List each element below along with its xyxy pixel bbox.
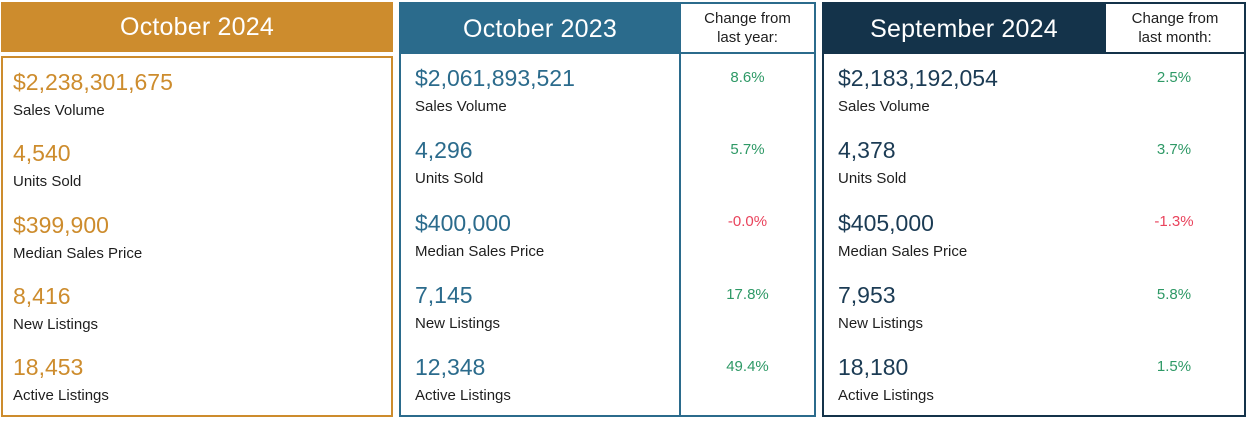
stat-main: 4,378 Units Sold (824, 126, 1104, 198)
panel-body: $2,183,192,054 Sales Volume 2.5% 4,378 U… (824, 54, 1244, 415)
panel-title-text: October 2023 (463, 14, 617, 43)
panel-body: $2,238,301,675 Sales Volume 4,540 Units … (1, 56, 393, 417)
stat-main: $405,000 Median Sales Price (824, 198, 1104, 270)
stat-change-value: 2.5% (1156, 69, 1192, 86)
stat-main: 4,296 Units Sold (401, 126, 679, 198)
panel-title-last-month: September 2024 (824, 4, 1104, 54)
stat-label: Median Sales Price (838, 242, 968, 260)
stat-main: $400,000 Median Sales Price (401, 198, 679, 270)
change-header-line: last year: (717, 29, 778, 46)
stat-main: 18,180 Active Listings (824, 343, 1104, 415)
stat-change-value: 5.7% (679, 126, 814, 199)
panel-current-month: October 2024 $2,238,301,675 Sales Volume… (1, 2, 393, 417)
stat-value: $400,000 (415, 209, 511, 236)
stat-change-value: 8.6% (679, 54, 814, 127)
stat-row: 18,453 Active Listings (3, 344, 391, 415)
panel-header-row: October 2023 Change from last year: (401, 4, 814, 54)
stat-change-value: -0.0% (679, 198, 814, 271)
stat-change-value: 17.8% (679, 270, 814, 343)
change-header-line: last month: (1138, 29, 1212, 46)
panel-title-last-year: October 2023 (401, 4, 679, 54)
stat-label: New Listings (415, 314, 501, 332)
stat-label: Active Listings (13, 387, 109, 405)
stat-row: $405,000 Median Sales Price -1.3% (824, 198, 1244, 270)
stat-row: 4,296 Units Sold 5.7% (401, 126, 814, 199)
stat-main: $2,183,192,054 Sales Volume (824, 54, 1104, 126)
stat-change-value: 3.7% (1156, 141, 1192, 159)
panel-last-year: October 2023 Change from last year: $2,0… (399, 2, 816, 417)
change-column-header: Change from last month: (1104, 4, 1244, 54)
stat-value: 4,378 (838, 137, 896, 164)
stat-row: $2,183,192,054 Sales Volume 2.5% (824, 54, 1244, 126)
stat-value: $2,238,301,675 (13, 68, 173, 95)
stat-value: 7,145 (415, 281, 473, 308)
stat-value: 4,540 (13, 140, 71, 167)
stat-value: 7,953 (838, 281, 896, 308)
stat-row: $399,900 Median Sales Price (3, 201, 391, 272)
panel-body: $2,061,893,521 Sales Volume 8.6% 4,296 U… (401, 54, 814, 416)
stat-label: Units Sold (415, 170, 484, 188)
stat-row: $2,238,301,675 Sales Volume (3, 58, 391, 129)
stat-label: Active Listings (415, 386, 511, 404)
stat-change-value: 5.8% (1156, 285, 1192, 303)
stat-main: 4,540 Units Sold (3, 129, 391, 200)
stat-label: Median Sales Price (13, 244, 143, 262)
panel-title-text: September 2024 (870, 14, 1058, 43)
stat-row: 12,348 Active Listings 49.4% (401, 342, 814, 416)
stat-label: Units Sold (838, 170, 907, 188)
stat-main: $399,900 Median Sales Price (3, 201, 391, 272)
stat-value: 18,453 (13, 354, 84, 381)
stat-row: 7,953 New Listings 5.8% (824, 271, 1244, 343)
stat-row: 8,416 New Listings (3, 272, 391, 343)
stat-main: 12,348 Active Listings (401, 343, 679, 415)
stat-value: $2,061,893,521 (415, 65, 575, 92)
stat-value: $405,000 (838, 209, 934, 236)
stat-label: New Listings (13, 315, 99, 333)
stat-change-value: -1.3% (1154, 213, 1194, 231)
change-column-header: Change from last year: (679, 4, 814, 54)
stat-change-value: 1.5% (1156, 357, 1192, 375)
stat-main: 18,453 Active Listings (3, 344, 391, 415)
stat-value: 18,180 (838, 353, 909, 380)
panel-title-text: October 2024 (120, 12, 274, 41)
stat-label: Active Listings (838, 386, 934, 404)
change-header-line: Change from (1131, 10, 1219, 27)
panel-last-month: September 2024 Change from last month: $… (822, 2, 1246, 417)
panel-header-row: September 2024 Change from last month: (824, 4, 1244, 54)
stat-main: 7,145 New Listings (401, 271, 679, 343)
stat-main: 8,416 New Listings (3, 272, 391, 343)
stat-label: Units Sold (13, 173, 82, 191)
stat-row: 4,378 Units Sold 3.7% (824, 126, 1244, 198)
stat-label: New Listings (838, 314, 924, 332)
stat-row: 18,180 Active Listings 1.5% (824, 343, 1244, 415)
stat-value: 4,296 (415, 137, 473, 164)
stat-label: Sales Volume (13, 101, 105, 119)
stat-row: $2,061,893,521 Sales Volume 8.6% (401, 54, 814, 127)
change-header-line: Change from (704, 10, 791, 27)
stat-row: 4,540 Units Sold (3, 129, 391, 200)
stat-label: Median Sales Price (415, 242, 545, 260)
panel-header-row: October 2024 (1, 2, 393, 52)
panel-title-current-month: October 2024 (1, 2, 393, 52)
stat-row: $400,000 Median Sales Price -0.0% (401, 198, 814, 271)
stat-value: 12,348 (415, 353, 486, 380)
stat-change-value: 49.4% (679, 342, 814, 416)
stat-main: 7,953 New Listings (824, 271, 1104, 343)
stat-main: $2,061,893,521 Sales Volume (401, 54, 679, 126)
stat-row: 7,145 New Listings 17.8% (401, 270, 814, 343)
stat-value: 8,416 (13, 282, 71, 309)
stat-value: $2,183,192,054 (838, 65, 998, 92)
stat-value: $399,900 (13, 211, 109, 238)
stat-main: $2,238,301,675 Sales Volume (3, 58, 391, 129)
stat-label: Sales Volume (838, 98, 930, 116)
stat-label: Sales Volume (415, 98, 507, 116)
